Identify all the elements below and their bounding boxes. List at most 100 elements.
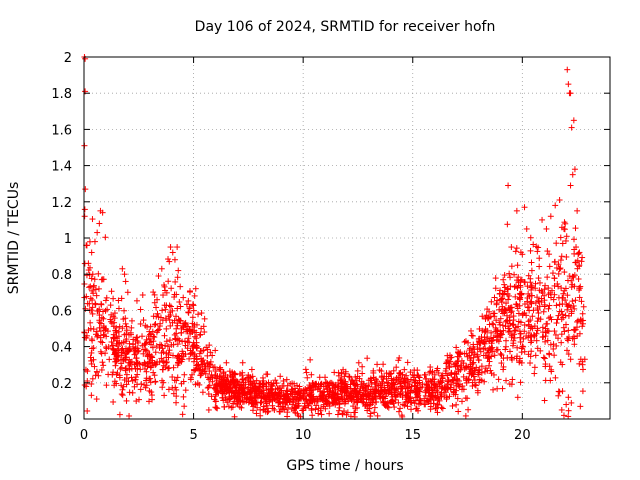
data-point [571,305,578,312]
data-point [574,324,581,331]
data-point [492,285,499,292]
data-point [446,393,453,400]
data-point [465,406,472,413]
data-point [569,298,576,305]
data-point [446,360,453,367]
y-axis-label: SRMTID / TECUs [6,182,22,295]
data-point [455,349,462,356]
data-point [528,267,535,274]
data-point [106,356,113,363]
data-point [570,117,577,124]
data-point [493,336,500,343]
data-point [318,396,325,403]
data-point [112,348,119,355]
data-point [176,353,183,360]
data-point [296,383,303,390]
data-point [441,386,448,393]
data-point [141,359,148,366]
data-point [89,216,96,223]
data-point [443,365,450,372]
data-point [154,296,161,303]
data-point [510,321,517,328]
data-point [568,124,575,131]
data-point [529,313,536,320]
data-point [384,382,391,389]
data-point [546,251,553,258]
data-point [535,315,542,322]
data-point [395,399,402,406]
data-point [503,312,510,319]
y-tick-label: 0.6 [51,304,72,319]
data-point [220,370,227,377]
data-point [198,347,205,354]
data-point [184,323,191,330]
data-point [159,345,166,352]
data-point [88,349,95,356]
data-point [346,374,353,381]
data-point [134,371,141,378]
data-point [452,391,459,398]
data-point [493,347,500,354]
data-point [500,310,507,317]
data-point [489,320,496,327]
data-point [203,344,210,351]
data-point [167,303,174,310]
data-point [431,380,438,387]
data-point [133,297,140,304]
data-point [502,343,509,350]
data-point [444,357,451,364]
data-point [96,220,103,227]
data-point [453,382,460,389]
data-point [108,338,115,345]
data-point [179,411,186,418]
data-point [390,400,397,407]
data-point [192,381,199,388]
data-point [517,284,524,291]
data-point [470,371,477,378]
data-point [216,373,223,380]
data-point [133,355,140,362]
data-point [302,366,309,373]
data-point [579,310,586,317]
data-point [228,404,235,411]
data-point [400,401,407,408]
data-point [159,307,166,314]
data-point [121,376,128,383]
data-point [289,396,296,403]
data-point [509,321,516,328]
data-point [547,213,554,220]
data-point [542,338,549,345]
y-tick-label: 1.2 [51,196,72,211]
data-point [99,209,106,216]
data-point [322,374,329,381]
data-point [491,352,498,359]
data-point [164,343,171,350]
y-tick-label: 1.6 [51,123,72,138]
data-point [295,398,302,405]
data-point [193,335,200,342]
data-point [557,257,564,264]
data-point [201,315,208,322]
data-point [511,334,518,341]
data-point [561,269,568,276]
data-point [151,291,158,298]
data-point [471,381,478,388]
data-point [171,256,178,263]
data-point [112,327,119,334]
data-point [497,350,504,357]
data-point [187,374,194,381]
data-point [199,389,206,396]
data-point [172,335,179,342]
data-point [491,294,498,301]
data-point [308,407,315,414]
data-point [182,387,189,394]
data-point [260,406,267,413]
data-point [484,349,491,356]
data-point [388,377,395,384]
data-point [562,321,569,328]
data-point [96,324,103,331]
data-point [185,309,192,316]
data-point [497,330,504,337]
data-point [413,405,420,412]
data-point [237,370,244,377]
